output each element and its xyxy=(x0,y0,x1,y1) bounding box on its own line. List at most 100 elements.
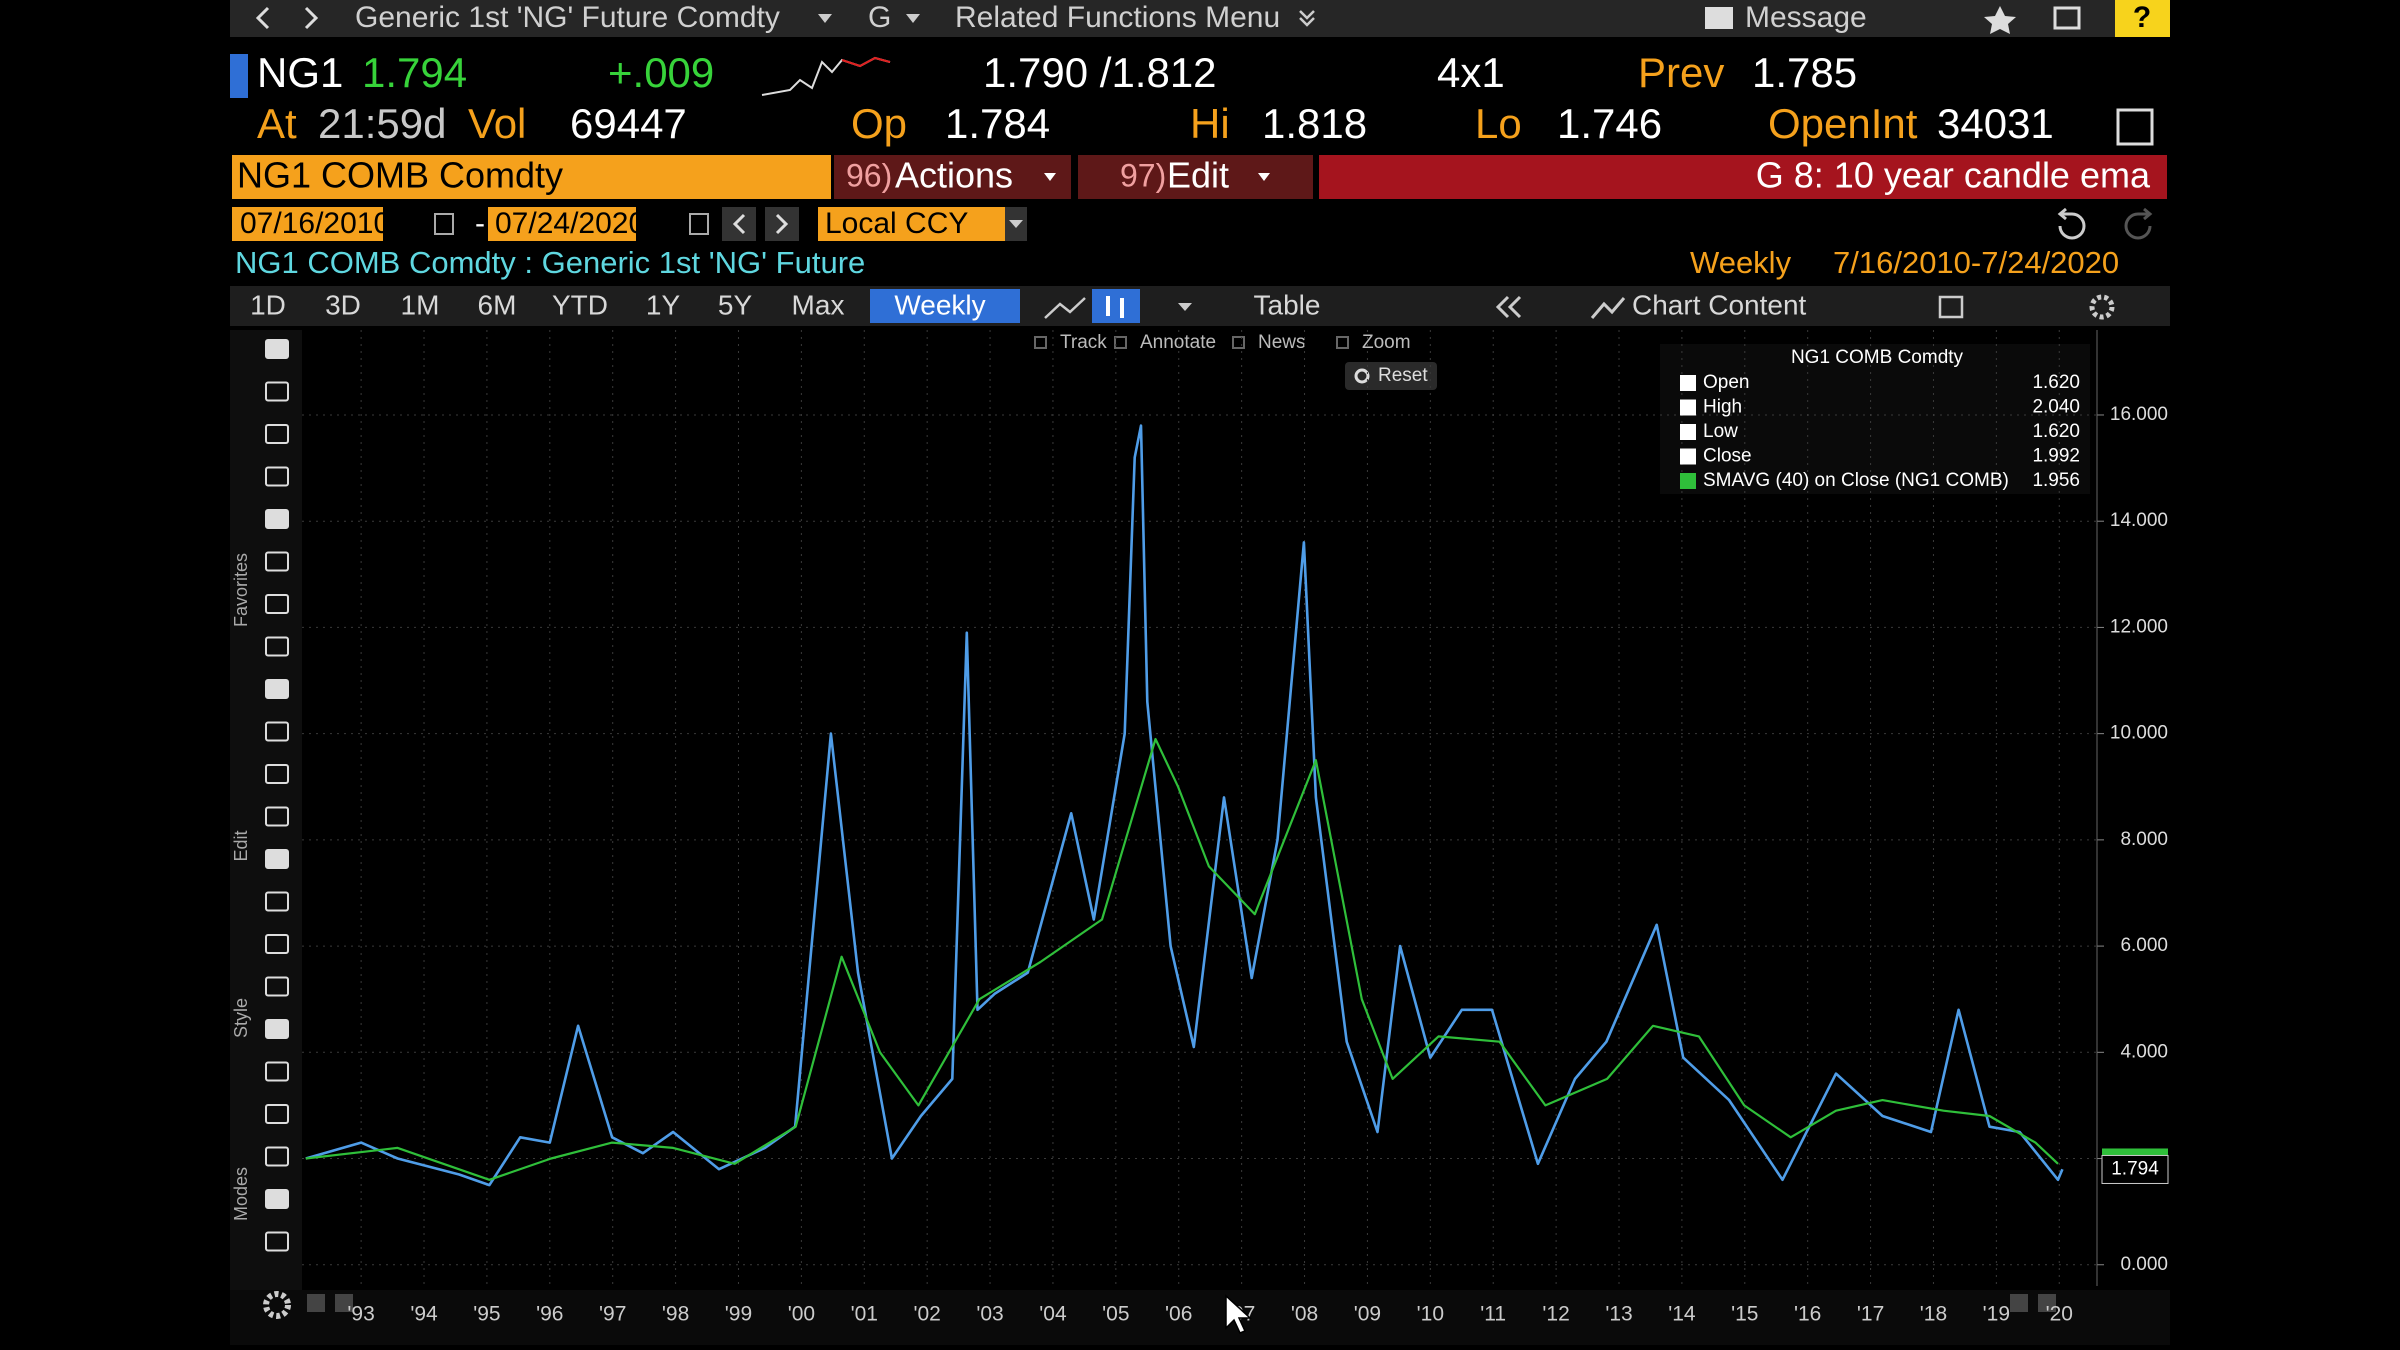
y-tick-label: 14.000 xyxy=(2110,510,2168,531)
currency-box[interactable] xyxy=(818,207,1005,241)
drawing-tool[interactable] xyxy=(265,764,289,784)
drawing-tool[interactable] xyxy=(265,891,289,912)
x-tick-label: '06 xyxy=(1165,1303,1192,1326)
reset-icon xyxy=(1354,368,1370,384)
actions-label[interactable]: Actions xyxy=(895,155,1013,196)
drawing-tool[interactable] xyxy=(265,1061,289,1082)
security-input[interactable]: NG1 COMB Comdty xyxy=(237,155,563,196)
chart-tool[interactable]: Annotate xyxy=(1140,332,1216,353)
message-icon[interactable] xyxy=(1705,7,1733,29)
message-button[interactable]: Message xyxy=(1745,1,1867,34)
range-tab[interactable]: 1Y xyxy=(646,289,681,320)
expand-icon[interactable] xyxy=(2116,108,2154,146)
collapse-icon[interactable] xyxy=(1495,295,1522,319)
scroll-left[interactable] xyxy=(307,1294,325,1312)
range-tab[interactable]: 1D xyxy=(250,289,286,320)
gear-icon[interactable] xyxy=(263,1291,291,1319)
drawing-tool[interactable] xyxy=(265,1104,289,1124)
related-menu[interactable]: Related Functions Menu xyxy=(955,1,1280,34)
open-label: Op xyxy=(851,100,907,147)
redo-icon[interactable] xyxy=(2124,207,2153,240)
drawing-tool[interactable] xyxy=(265,424,289,444)
scroll-right[interactable] xyxy=(2010,1294,2028,1312)
last-value-accent xyxy=(2102,1148,2168,1156)
drawing-tool[interactable] xyxy=(265,1019,289,1039)
drawing-tool[interactable] xyxy=(265,1189,289,1209)
range-tab[interactable]: 5Y xyxy=(718,289,753,320)
edit-label[interactable]: Edit xyxy=(1167,155,1229,196)
mouse-cursor xyxy=(1225,1294,1252,1334)
currency[interactable]: Local CCY xyxy=(825,207,968,240)
drawing-tool[interactable] xyxy=(265,466,289,487)
start-date-box[interactable] xyxy=(232,207,383,241)
range-tab[interactable]: 6M xyxy=(478,289,517,320)
nav-arrows[interactable] xyxy=(255,6,319,30)
x-tick-label: '20 xyxy=(2046,1303,2073,1326)
chart-type-arrow[interactable] xyxy=(1178,303,1192,311)
chart-tool[interactable]: Track xyxy=(1060,332,1107,353)
end-date[interactable]: 07/24/2020 xyxy=(495,207,645,240)
end-date-box[interactable] xyxy=(488,207,636,241)
bar-chart-button[interactable] xyxy=(1092,289,1140,323)
help-label[interactable]: ? xyxy=(2133,1,2151,34)
legend-swatch xyxy=(1680,375,1696,391)
drawing-tool[interactable] xyxy=(265,509,289,529)
export-icon[interactable] xyxy=(2053,6,2081,30)
x-tick-label: '16 xyxy=(1794,1303,1821,1326)
scroll-right[interactable] xyxy=(2038,1294,2056,1312)
chart-content-tab[interactable]: Chart Content xyxy=(1632,289,1807,320)
edit-button[interactable] xyxy=(1078,155,1313,199)
drawing-tool[interactable] xyxy=(265,721,289,742)
security-menu[interactable]: Generic 1st 'NG' Future Comdty xyxy=(355,1,780,34)
x-tick-label: '10 xyxy=(1417,1303,1444,1326)
undo-icon[interactable] xyxy=(2057,207,2086,240)
calendar-icon[interactable] xyxy=(434,213,454,235)
table-tab[interactable]: Table xyxy=(1254,289,1321,320)
drawing-tool[interactable] xyxy=(265,806,289,827)
range-tab[interactable]: YTD xyxy=(552,289,608,320)
favorite-icon[interactable] xyxy=(1984,6,2016,34)
drawing-tool[interactable] xyxy=(265,976,289,997)
toolbar-section: Edit xyxy=(231,830,251,861)
scroll-left[interactable] xyxy=(335,1294,353,1312)
period-button[interactable] xyxy=(870,289,1020,323)
sparkline-recent xyxy=(841,56,891,68)
security-box[interactable] xyxy=(232,155,831,199)
x-tick-label: '96 xyxy=(536,1303,563,1326)
period-tab[interactable]: Weekly xyxy=(894,289,985,320)
drawing-tool[interactable] xyxy=(265,849,289,869)
calendar-icon[interactable] xyxy=(689,213,709,235)
legend-box xyxy=(1660,344,2090,494)
toolbar-section: Favorites xyxy=(231,553,251,627)
line-chart-icon[interactable] xyxy=(1044,297,1086,319)
reset-button[interactable] xyxy=(1345,362,1437,390)
moving-average-line xyxy=(305,737,2059,1181)
range-tab[interactable]: 1M xyxy=(401,289,440,320)
chart-tool[interactable]: News xyxy=(1258,332,1306,353)
drawing-tool[interactable] xyxy=(265,339,289,359)
help-button[interactable] xyxy=(2115,0,2170,37)
reset-label[interactable]: Reset xyxy=(1378,365,1428,386)
drawing-tool[interactable] xyxy=(265,551,289,572)
range-tab[interactable]: Max xyxy=(792,289,845,320)
drawing-tool[interactable] xyxy=(265,1231,289,1252)
start-date[interactable]: 07/16/2010 xyxy=(240,207,390,240)
drawing-tool[interactable] xyxy=(265,679,289,699)
group-menu[interactable]: G xyxy=(868,1,891,34)
drawing-tool[interactable] xyxy=(265,594,289,614)
next-button[interactable] xyxy=(765,207,799,241)
drawing-tool[interactable] xyxy=(265,934,289,954)
actions-button[interactable] xyxy=(834,155,1071,199)
settings-icon[interactable] xyxy=(2089,294,2115,320)
range-tab[interactable]: 3D xyxy=(325,289,361,320)
prev-button[interactable] xyxy=(722,207,756,241)
chart-tool[interactable]: Zoom xyxy=(1362,332,1411,353)
drawing-tool[interactable] xyxy=(265,381,289,402)
edit-chart-icon[interactable] xyxy=(1938,295,1964,319)
drawing-tool[interactable] xyxy=(265,1146,289,1167)
bottom-bar xyxy=(230,1290,2170,1345)
drawing-tool[interactable] xyxy=(265,636,289,657)
legend-name: Open xyxy=(1703,372,1749,393)
legend-name: SMAVG (40) on Close (NG1 COMB) xyxy=(1703,470,2009,491)
